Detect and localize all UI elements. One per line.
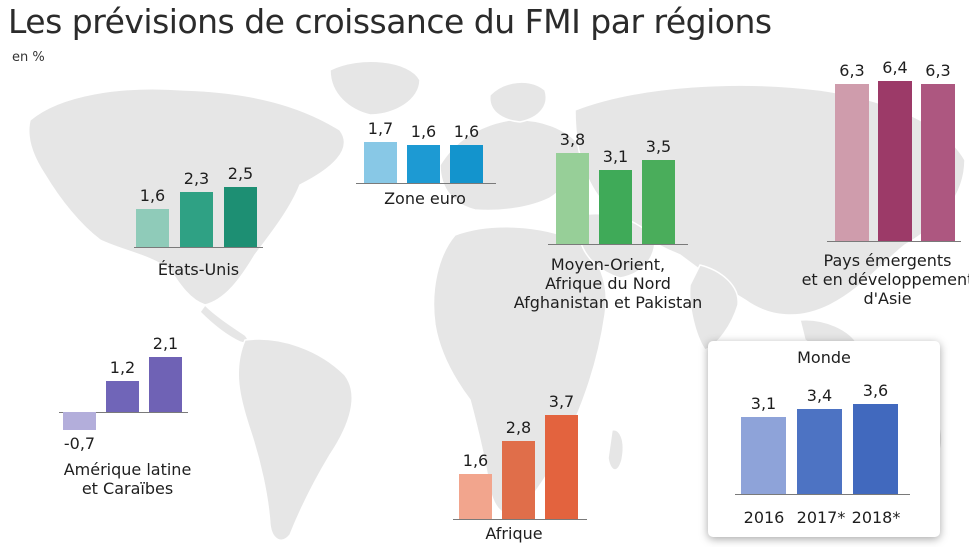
map-south-america (237, 338, 353, 541)
baseline (735, 494, 910, 495)
value-label: -0,7 (63, 434, 96, 454)
bar-etats-unis-2017 (180, 191, 213, 247)
map-madagascar (607, 429, 624, 471)
value-label: 1,6 (410, 121, 437, 141)
value-label: 2,3 (183, 168, 210, 188)
year-label-2018: 2018* (851, 508, 901, 527)
value-label: 3,6 (862, 381, 889, 400)
bar-afrique-2016 (459, 474, 492, 519)
map-scandinavia (489, 81, 547, 123)
value-label: 2,8 (505, 417, 532, 437)
value-label: 1,6 (139, 185, 166, 205)
bar-monde-2018 (853, 404, 898, 494)
region-afrique: 1,6 2,8 3,7 (453, 370, 587, 530)
map-greenland (329, 60, 421, 116)
region-moyen-orient: 3,8 3,1 3,5 (548, 110, 688, 260)
year-label-2016: 2016 (743, 508, 785, 527)
region-label-afrique: Afrique (485, 524, 543, 543)
map-india (688, 264, 739, 351)
value-label: 3,1 (602, 146, 629, 166)
region-label-etats-unis: États-Unis (157, 260, 240, 279)
baseline (827, 241, 961, 242)
bar-moyen-orient-2017 (599, 169, 632, 244)
bar-amerique-latine-2016 (63, 412, 96, 431)
bar-asie-2017 (878, 81, 912, 241)
bar-asie-2016 (835, 83, 869, 241)
region-label-monde: Monde (797, 348, 851, 367)
bar-monde-2017 (797, 409, 842, 494)
map-central-america (199, 303, 249, 344)
baseline (453, 519, 587, 520)
unit-label: en % (12, 50, 45, 65)
value-label: 2,5 (227, 164, 254, 183)
bar-afrique-2018 (545, 415, 578, 519)
value-label: 6,3 (839, 60, 865, 80)
value-label: 3,8 (559, 129, 586, 149)
value-label: 3,5 (645, 137, 672, 156)
baseline (356, 183, 496, 184)
value-label: 3,4 (806, 386, 833, 405)
bar-moyen-orient-2018 (642, 160, 675, 244)
bar-amerique-latine-2017 (106, 380, 139, 412)
bar-etats-unis-2018 (224, 187, 257, 247)
bar-moyen-orient-2016 (556, 152, 589, 244)
region-label-zone-euro: Zone euro (384, 189, 466, 208)
value-label: 1,7 (367, 119, 394, 139)
baseline (134, 247, 263, 248)
value-label: 6,4 (882, 58, 908, 77)
region-zone-euro: 1,7 1,6 1,6 (356, 100, 496, 200)
value-label: 1,6 (453, 121, 480, 141)
region-monde: 3,1 3,4 3,6 (735, 370, 911, 500)
bar-amerique-latine-2018 (149, 357, 182, 412)
chart-title: Les prévisions de croissance du FMI par … (8, 2, 772, 41)
bar-afrique-2017 (502, 440, 535, 519)
region-label-moyen-orient: Moyen-Orient, Afrique du Nord Afghanista… (513, 255, 703, 312)
baseline (548, 244, 688, 245)
bar-asie-2018 (921, 83, 955, 241)
baseline (59, 412, 188, 413)
value-label: 1,6 (462, 451, 489, 471)
bar-zone-euro-2017 (407, 144, 440, 183)
region-etats-unis: 1,6 2,3 2,5 (134, 150, 263, 300)
region-asie: 6,3 6,4 6,3 (827, 50, 961, 250)
bar-zone-euro-2018 (450, 144, 483, 183)
value-label: 3,7 (548, 392, 575, 412)
bar-monde-2016 (741, 416, 786, 494)
bar-etats-unis-2016 (136, 208, 169, 247)
value-label: 1,2 (109, 357, 136, 377)
value-label: 3,1 (750, 393, 777, 413)
region-label-amerique-latine: Amérique latine et Caraïbes (63, 460, 192, 498)
region-amerique-latine: -0,7 1,2 2,1 (59, 320, 188, 453)
year-label-2017: 2017* (796, 508, 846, 527)
region-label-asie: Pays émergents et en développement d'Asi… (801, 251, 969, 308)
value-label: 2,1 (152, 334, 179, 354)
value-label: 6,3 (925, 60, 951, 80)
bar-zone-euro-2016 (364, 142, 397, 183)
